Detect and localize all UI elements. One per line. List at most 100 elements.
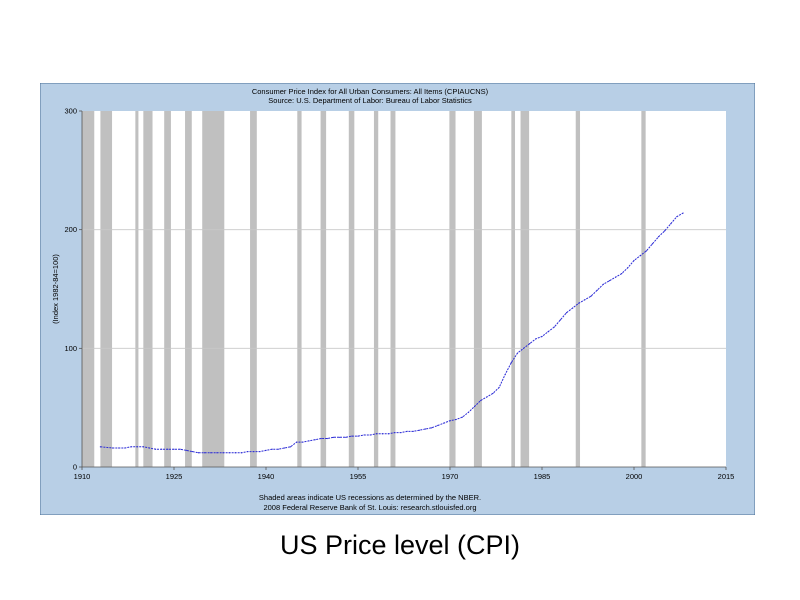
cpi-point-1988 bbox=[559, 319, 562, 321]
cpi-point-1919 bbox=[136, 446, 138, 448]
recession-band-14 bbox=[473, 111, 482, 467]
footnote-recessions: Shaded areas indicate US recessions as d… bbox=[259, 493, 481, 502]
y-axis-label: (Index 1982-84=100) bbox=[51, 254, 60, 324]
cpi-point-1926 bbox=[179, 448, 181, 450]
x-tick-label-2015: 2015 bbox=[718, 472, 735, 481]
cpi-point-1964 bbox=[412, 430, 414, 432]
cpi-point-1976 bbox=[486, 396, 488, 398]
cpi-point-1974 bbox=[473, 405, 476, 408]
cpi-point-1980 bbox=[510, 361, 512, 364]
cpi-point-1991 bbox=[578, 302, 580, 304]
cpi-point-1941 bbox=[271, 448, 273, 450]
cpi-point-1969 bbox=[443, 422, 445, 424]
cpi-point-1948 bbox=[314, 439, 316, 441]
cpi-point-1956 bbox=[363, 434, 365, 436]
recession-band-11 bbox=[373, 111, 379, 467]
cpi-point-1934 bbox=[228, 452, 230, 454]
cpi-point-1951 bbox=[332, 436, 335, 438]
cpi-point-1973 bbox=[467, 411, 469, 414]
x-tick-label-1940: 1940 bbox=[258, 472, 275, 481]
cpi-point-1987 bbox=[553, 326, 555, 328]
cpi-point-1940 bbox=[265, 449, 267, 451]
cpi-point-2001 bbox=[639, 255, 641, 257]
cpi-point-2007 bbox=[676, 216, 678, 218]
y-tick-labels-group: 0 100 200 300 bbox=[64, 107, 82, 472]
cpi-point-1958 bbox=[375, 433, 377, 435]
x-tick-label-1985: 1985 bbox=[534, 472, 551, 481]
cpi-point-1924 bbox=[167, 448, 169, 450]
recession-band-1 bbox=[100, 111, 113, 467]
cpi-point-1923 bbox=[161, 448, 163, 450]
recession-band-8 bbox=[297, 111, 302, 467]
cpi-point-1942 bbox=[277, 448, 279, 450]
cpi-point-1979 bbox=[504, 373, 506, 376]
recession-band-0 bbox=[82, 111, 95, 467]
cpi-point-1962 bbox=[400, 431, 402, 434]
cpi-point-1936 bbox=[240, 452, 243, 454]
cpi-point-1918 bbox=[130, 446, 132, 448]
cpi-point-1939 bbox=[259, 450, 261, 453]
series-group bbox=[99, 212, 684, 454]
cpi-point-1933 bbox=[222, 452, 224, 454]
cpi-point-1938 bbox=[253, 450, 255, 453]
cpi-point-1937 bbox=[247, 450, 249, 453]
cpi-point-2004 bbox=[657, 236, 660, 238]
cpi-point-1999 bbox=[627, 267, 629, 269]
cpi-point-1983 bbox=[529, 342, 531, 345]
cpi-point-1957 bbox=[369, 434, 371, 436]
cpi-point-1967 bbox=[431, 427, 433, 429]
recession-band-2 bbox=[135, 111, 139, 467]
x-tick-label-1910: 1910 bbox=[74, 472, 91, 481]
cpi-point-1993 bbox=[590, 295, 592, 297]
x-tick-label-1955: 1955 bbox=[350, 472, 367, 481]
cpi-point-1995 bbox=[602, 283, 604, 285]
cpi-point-1949 bbox=[320, 437, 322, 440]
cpi-point-1922 bbox=[155, 448, 157, 450]
cpi-point-1955 bbox=[357, 435, 359, 437]
slide-caption: US Price level (CPI) bbox=[279, 530, 521, 560]
cpi-point-1916 bbox=[118, 447, 120, 449]
recession-band-4 bbox=[164, 111, 171, 467]
cpi-point-1978 bbox=[498, 386, 500, 389]
cpi-point-1968 bbox=[437, 424, 439, 427]
cpi-point-1992 bbox=[584, 299, 586, 301]
plot-area bbox=[82, 111, 726, 467]
cpi-point-1982 bbox=[523, 347, 525, 349]
y-tick-label-200: 200 bbox=[64, 225, 77, 234]
cpi-point-1954 bbox=[351, 435, 353, 437]
cpi-point-1977 bbox=[492, 392, 494, 395]
cpi-point-1915 bbox=[112, 447, 114, 449]
y-tick-label-0: 0 bbox=[73, 463, 77, 472]
cpi-point-1972 bbox=[461, 416, 463, 418]
cpi-point-1989 bbox=[565, 312, 568, 314]
cpi-point-2006 bbox=[670, 223, 672, 225]
cpi-point-1985 bbox=[541, 335, 543, 338]
recession-shading-group bbox=[82, 111, 646, 467]
x-tick-labels-group: 1910 1925 1940 1955 1970 1985 2000 2015 bbox=[74, 467, 735, 481]
cpi-point-1945 bbox=[296, 441, 298, 443]
cpi-point-2005 bbox=[664, 230, 666, 232]
cpi-point-1998 bbox=[621, 272, 623, 275]
cpi-point-1975 bbox=[480, 399, 482, 402]
cpi-point-1996 bbox=[608, 280, 611, 282]
cpi-point-1935 bbox=[234, 452, 236, 454]
cpi-point-1953 bbox=[345, 436, 347, 438]
x-tick-label-2000: 2000 bbox=[626, 472, 643, 481]
cpi-point-1932 bbox=[216, 452, 218, 454]
x-tick-label-1925: 1925 bbox=[166, 472, 183, 481]
cpi-point-1952 bbox=[339, 436, 341, 438]
cpi-point-1966 bbox=[424, 428, 427, 430]
recession-band-16 bbox=[520, 111, 530, 467]
recession-band-10 bbox=[348, 111, 355, 467]
cpi-point-1928 bbox=[191, 450, 193, 453]
recession-band-9 bbox=[320, 111, 327, 467]
recession-band-5 bbox=[185, 111, 192, 467]
cpi-point-2002 bbox=[645, 250, 647, 252]
cpi-point-1961 bbox=[394, 431, 396, 434]
cpi-point-1920 bbox=[142, 446, 144, 448]
chart-title: Consumer Price Index for All Urban Consu… bbox=[252, 87, 489, 96]
cpi-point-1986 bbox=[547, 331, 549, 333]
cpi-point-2008 bbox=[682, 212, 684, 214]
recession-band-13 bbox=[449, 111, 456, 467]
cpi-point-1997 bbox=[615, 276, 617, 278]
